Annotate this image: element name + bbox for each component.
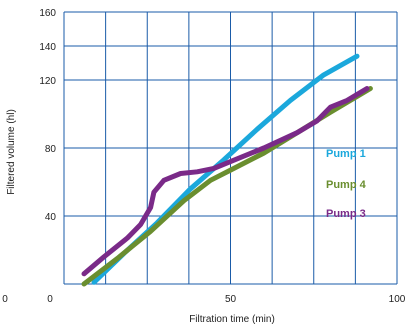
legend: Pump 1 Pump 4 Pump 3 bbox=[326, 148, 367, 220]
x-tick-label-1: 50 bbox=[225, 294, 237, 305]
stray-zero-label-0: 0 bbox=[2, 294, 8, 305]
y-tick-label-2: 120 bbox=[39, 76, 56, 87]
y-axis-title: Filtered volume (hl) bbox=[6, 109, 17, 195]
x-axis-title: Filtration time (min) bbox=[189, 314, 275, 325]
tick-labels: 40 80 120 140 160 0 50 100 0 bbox=[2, 8, 406, 305]
legend-label-pump-1: Pump 1 bbox=[326, 148, 366, 160]
y-tick-label-3: 140 bbox=[39, 42, 56, 53]
y-tick-label-4: 160 bbox=[39, 8, 56, 19]
x-tick-label-0: 0 bbox=[47, 294, 53, 305]
y-tick-label-0: 40 bbox=[45, 212, 57, 223]
series-line-pump-3 bbox=[81, 86, 370, 277]
x-tick-label-2: 100 bbox=[389, 294, 406, 305]
series-lines bbox=[81, 53, 373, 287]
legend-label-pump-3: Pump 3 bbox=[326, 208, 366, 220]
y-tick-label-1: 80 bbox=[45, 144, 57, 155]
legend-label-pump-4: Pump 4 bbox=[326, 179, 367, 191]
